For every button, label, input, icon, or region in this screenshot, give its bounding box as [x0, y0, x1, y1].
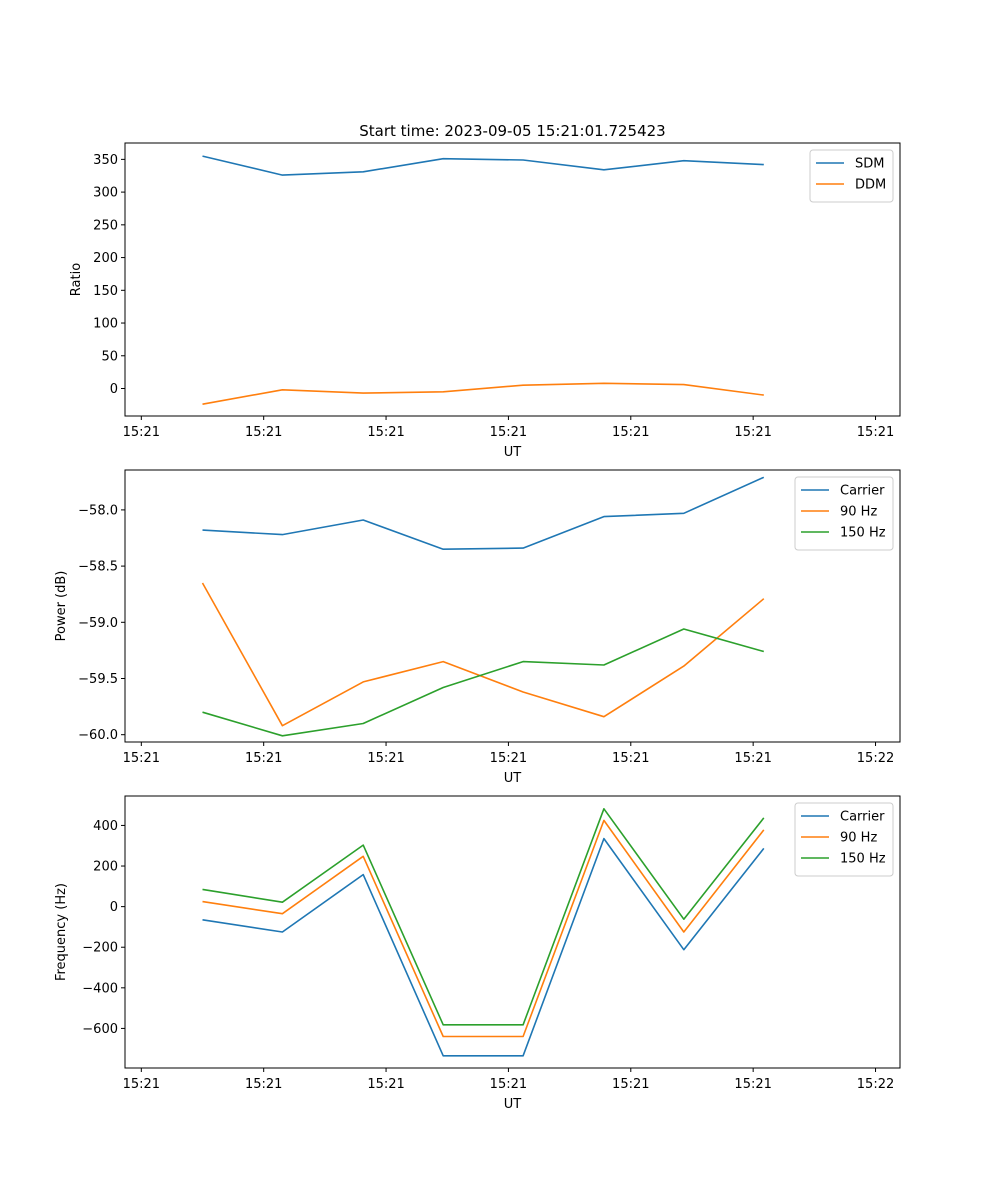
x-tick-label: 15:21 [734, 751, 771, 766]
series-line-sdm [202, 155, 764, 176]
axes-frame [124, 469, 901, 743]
x-tick-label: 15:21 [245, 751, 282, 766]
y-tick-label: 50 [101, 349, 118, 364]
x-tick-label: 15:21 [123, 1077, 160, 1092]
x-tick-label: 15:21 [612, 425, 649, 440]
y-tick-label: −60.0 [78, 728, 118, 743]
series-line-90-hz [202, 819, 765, 1038]
axes-frame [124, 142, 901, 417]
y-tick-label: 250 [93, 218, 118, 233]
y-tick-label: 150 [93, 284, 118, 299]
series-line-150-hz [202, 628, 765, 737]
legend-label: SDM [855, 157, 884, 172]
x-tick-label: 15:22 [857, 1077, 894, 1092]
y-tick-label: −600 [82, 1022, 118, 1037]
y-axis-label: Power (dB) [54, 571, 69, 642]
y-tick-label: 200 [93, 860, 118, 875]
chart-panel-2: 15:21 15:21 15:21 15:21 15:21 15:21 15:22 −60.0… [54, 469, 901, 786]
x-tick-label: 15:21 [123, 751, 160, 766]
y-axis-label: Frequency (Hz) [54, 883, 69, 981]
x-tick-label: 15:21 [734, 425, 771, 440]
y-tick-label: 200 [93, 251, 118, 266]
legend-label: 150 Hz [840, 526, 886, 541]
legend: SDM DDM [809, 149, 894, 203]
y-tick-label: 350 [93, 153, 118, 168]
y-tick-label: −400 [82, 981, 118, 996]
x-tick-label: 15:21 [734, 1077, 771, 1092]
x-tick-label: 15:22 [857, 751, 894, 766]
legend-label: 150 Hz [840, 852, 886, 867]
legend-label: 90 Hz [840, 831, 877, 846]
series-line-ddm [202, 382, 764, 405]
legend-label: Carrier [840, 810, 885, 825]
x-tick-label: 15:21 [367, 1077, 404, 1092]
y-axis-label: Ratio [69, 263, 84, 296]
chart-title: Start time: 2023-09-05 15:21:01.725423 [359, 122, 665, 140]
y-tick-label: 0 [110, 382, 118, 397]
x-tick-label: 15:21 [612, 751, 649, 766]
axes-frame [124, 795, 901, 1069]
chart-panel-3: 15:21 15:21 15:21 15:21 15:21 15:21 15:22 −600 −… [54, 795, 901, 1112]
x-tick-label: 15:21 [245, 425, 282, 440]
series-line-carrier [202, 476, 765, 551]
legend: Carrier 90 Hz 150 Hz [794, 476, 894, 551]
x-axis-label: UT [504, 771, 522, 786]
x-tick-label: 15:21 [612, 1077, 649, 1092]
y-tick-label: −59.5 [78, 672, 118, 687]
y-tick-label: 300 [93, 186, 118, 201]
x-tick-label: 15:21 [490, 1077, 527, 1092]
legend-label: 90 Hz [840, 505, 877, 520]
y-tick-label: −58.0 [78, 503, 118, 518]
x-axis-label: UT [504, 445, 522, 460]
series-line-90-hz [201, 582, 765, 727]
legend: Carrier 90 Hz 150 Hz [794, 802, 894, 877]
y-tick-label: 400 [93, 819, 118, 834]
x-tick-label: 15:21 [123, 425, 160, 440]
series-line-carrier [202, 837, 765, 1057]
x-tick-label: 15:21 [857, 425, 894, 440]
x-tick-label: 15:21 [245, 1077, 282, 1092]
x-tick-label: 15:21 [367, 751, 404, 766]
series-line-150-hz [202, 807, 765, 1026]
legend-label: DDM [855, 178, 886, 193]
x-tick-label: 15:21 [367, 425, 404, 440]
x-tick-label: 15:21 [490, 425, 527, 440]
x-axis-label: UT [504, 1097, 522, 1112]
y-tick-label: −59.0 [78, 616, 118, 631]
y-tick-label: −200 [82, 941, 118, 956]
legend-label: Carrier [840, 484, 885, 499]
y-tick-label: −58.5 [78, 560, 118, 575]
x-tick-label: 15:21 [490, 751, 527, 766]
y-tick-label: 100 [93, 317, 118, 332]
y-tick-label: 0 [110, 900, 118, 915]
chart-panel-1: Start time: 2023-09-05 15:21:01.725423 15… [69, 122, 901, 460]
